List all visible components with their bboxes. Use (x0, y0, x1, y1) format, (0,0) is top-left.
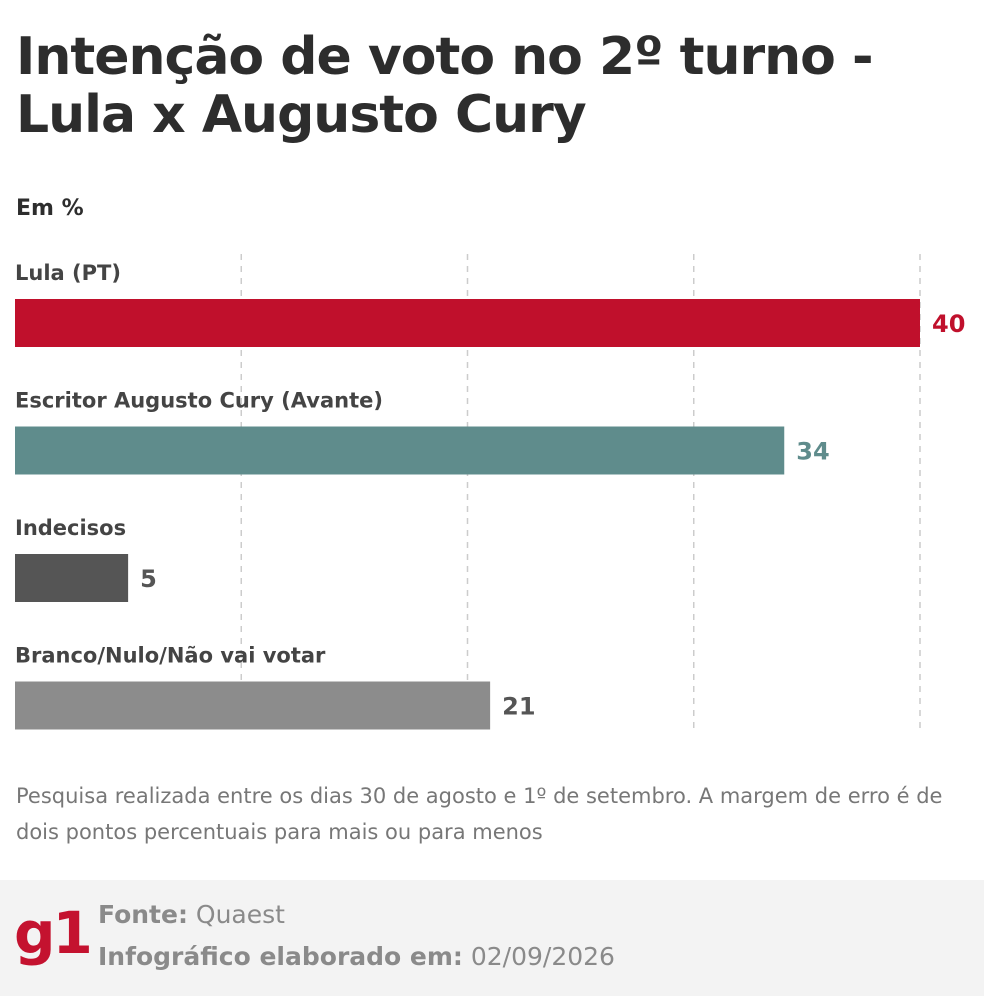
category-label: Lula (PT) (15, 261, 121, 285)
value-label: 34 (796, 438, 829, 466)
category-label: Indecisos (15, 516, 126, 540)
bar (15, 426, 785, 475)
category-label: Branco/Nulo/Não vai votar (15, 644, 326, 668)
made-value: 02/09/2026 (470, 942, 615, 971)
unit-label: Em % (16, 196, 84, 221)
source-value: Quaest (195, 900, 285, 929)
made-date-line: Infográfico elaborado em: 02/09/2026 (98, 942, 615, 971)
value-label: 5 (140, 565, 157, 593)
source-line: Fonte: Quaest (98, 900, 285, 929)
bar-chart: Lula (PT) 40 Escritor Augusto Cury (Avante… (15, 254, 965, 730)
value-label: 40 (932, 310, 965, 338)
bar (15, 681, 491, 730)
bar (15, 554, 129, 602)
source-label: Fonte: (98, 900, 188, 929)
footer: g1 Fonte: Quaest Infográfico elaborado e… (0, 880, 984, 996)
bar (15, 299, 920, 347)
methodology-note: Pesquisa realizada entre os dias 30 de a… (16, 784, 943, 844)
chart-title: Intenção de voto no 2º turno - Lula x Au… (16, 27, 874, 145)
made-label: Infográfico elaborado em: (98, 942, 463, 971)
category-label: Escritor Augusto Cury (Avante) (15, 389, 383, 413)
g1-logo: g1 (14, 899, 93, 967)
value-label: 21 (502, 693, 535, 721)
